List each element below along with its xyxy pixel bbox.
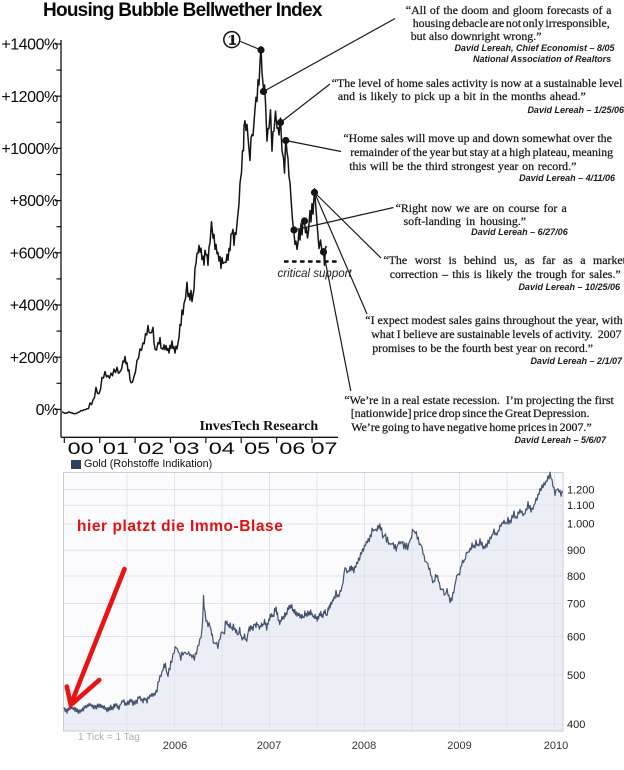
svg-text:1.100: 1.100 — [567, 500, 595, 512]
svg-text:03: 03 — [174, 439, 200, 458]
svg-text:+200%: +200% — [10, 350, 58, 367]
svg-text:900: 900 — [567, 545, 585, 557]
svg-text:0%: 0% — [36, 402, 58, 419]
svg-text:2008: 2008 — [352, 740, 376, 752]
svg-text:07: 07 — [312, 439, 338, 458]
svg-text:2006: 2006 — [163, 740, 187, 752]
svg-text:1.000: 1.000 — [567, 519, 595, 531]
svg-text:2009: 2009 — [447, 740, 471, 752]
svg-text:2010: 2010 — [544, 740, 568, 752]
svg-text:+800%: +800% — [10, 193, 58, 210]
svg-text:04: 04 — [209, 439, 235, 458]
svg-text:400: 400 — [567, 719, 585, 731]
svg-text:+1200%: +1200% — [1, 89, 58, 106]
svg-text:+600%: +600% — [10, 245, 58, 262]
svg-text:800: 800 — [567, 571, 585, 583]
svg-text:600: 600 — [567, 631, 585, 643]
svg-text:1.200: 1.200 — [567, 484, 595, 496]
svg-text:02: 02 — [138, 439, 164, 458]
svg-text:05: 05 — [244, 439, 270, 458]
svg-text:500: 500 — [567, 670, 585, 682]
svg-text:2007: 2007 — [257, 740, 281, 752]
svg-text:00: 00 — [68, 439, 94, 458]
svg-text:700: 700 — [567, 598, 585, 610]
svg-text:+1400%: +1400% — [1, 37, 58, 54]
svg-text:+400%: +400% — [10, 298, 58, 315]
svg-text:06: 06 — [279, 439, 305, 458]
svg-text:01: 01 — [103, 439, 129, 458]
svg-text:+1000%: +1000% — [1, 141, 58, 158]
